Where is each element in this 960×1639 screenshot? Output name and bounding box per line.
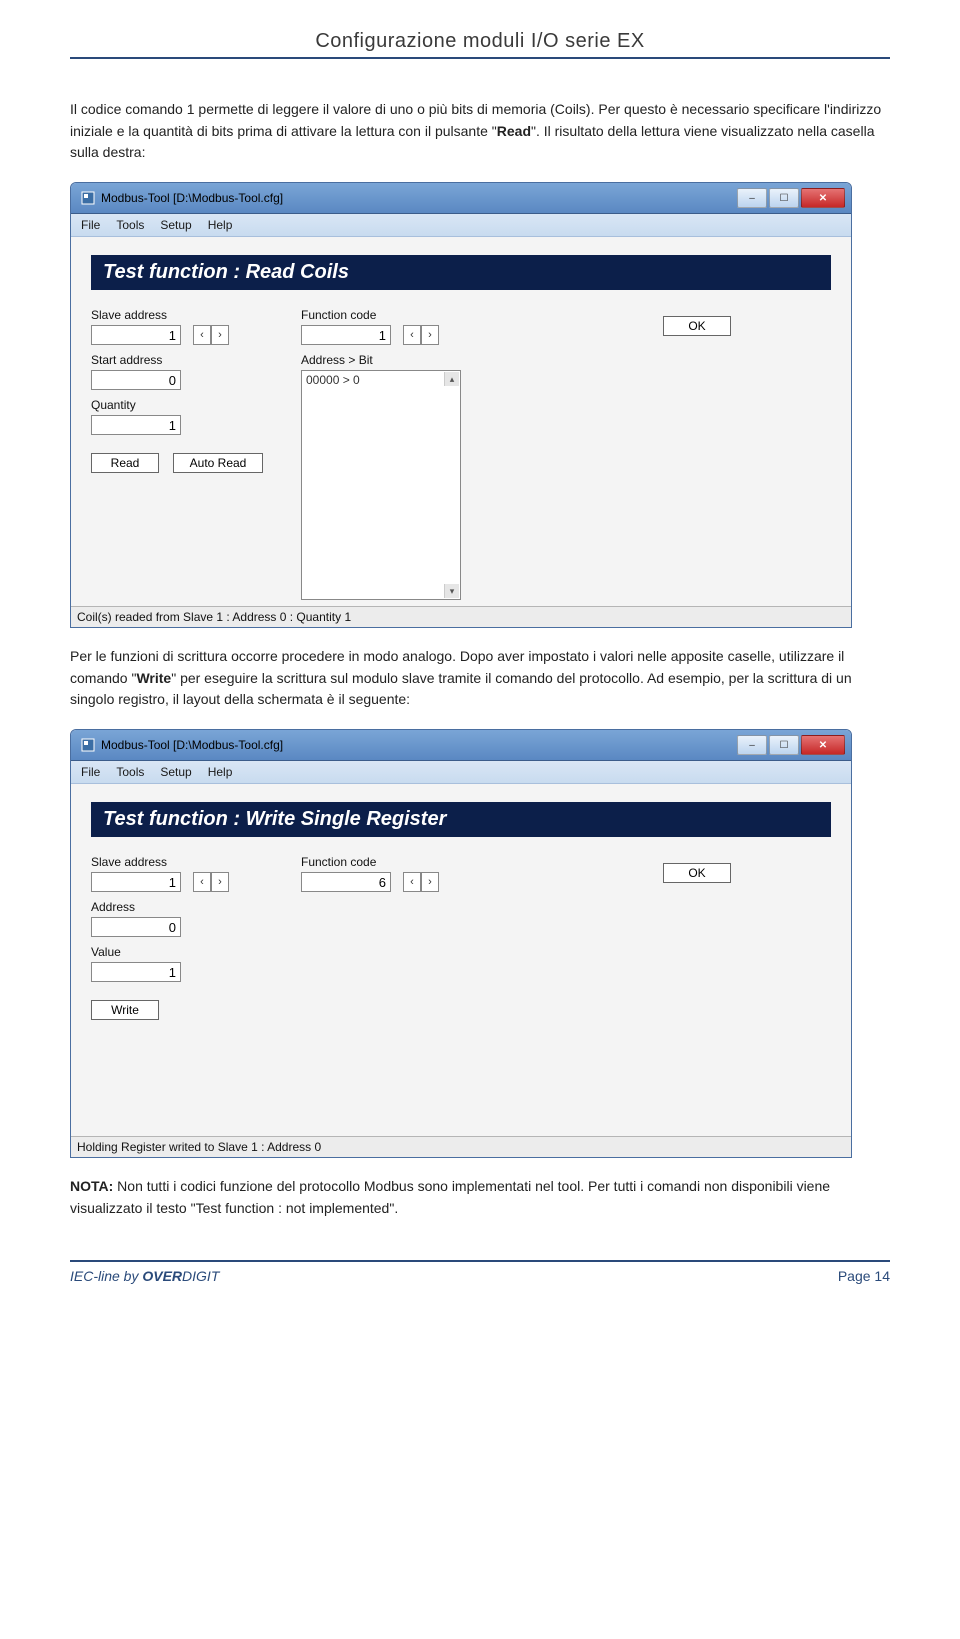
label-function-code: Function code — [301, 855, 521, 869]
read-button[interactable]: Read — [91, 453, 159, 473]
listbox-scroll-up[interactable]: ▴ — [444, 372, 459, 386]
note-paragraph: NOTA: Non tutti i codici funzione del pr… — [70, 1176, 890, 1219]
panel-title: Test function : Write Single Register — [91, 802, 831, 837]
footer-brand: IEC-line by OVERDIGIT — [70, 1268, 219, 1284]
quantity-input[interactable] — [91, 415, 181, 435]
start-address-input[interactable] — [91, 370, 181, 390]
footer-page-number: Page 14 — [838, 1268, 890, 1284]
label-quantity: Quantity — [91, 398, 271, 412]
footer-left-b: OVER — [142, 1268, 182, 1284]
label-address: Address — [91, 900, 271, 914]
titlebar: Modbus-Tool [D:\Modbus-Tool.cfg] – ☐ ✕ — [71, 183, 851, 214]
panel-title: Test function : Read Coils — [91, 255, 831, 290]
slave-addr-inc[interactable]: › — [211, 872, 229, 892]
page-footer: IEC-line by OVERDIGIT Page 14 — [70, 1260, 890, 1284]
func-code-dec[interactable]: ‹ — [403, 325, 421, 345]
paragraph-1: Il codice comando 1 permette di leggere … — [70, 99, 890, 164]
para2-end: " per eseguire la scrittura sul modulo s… — [70, 670, 852, 708]
func-code-inc[interactable]: › — [421, 325, 439, 345]
app-icon — [81, 738, 95, 752]
menu-help[interactable]: Help — [208, 218, 233, 232]
ok-button[interactable]: OK — [663, 316, 731, 336]
note-label: NOTA: — [70, 1178, 113, 1194]
address-input[interactable] — [91, 917, 181, 937]
label-slave-address: Slave address — [91, 855, 271, 869]
window-read-coils: Modbus-Tool [D:\Modbus-Tool.cfg] – ☐ ✕ F… — [70, 182, 852, 628]
close-button[interactable]: ✕ — [801, 188, 845, 208]
value-input[interactable] — [91, 962, 181, 982]
address-bit-line: 00000 > 0 — [306, 373, 456, 387]
menu-help[interactable]: Help — [208, 765, 233, 779]
minimize-button[interactable]: – — [737, 735, 767, 755]
write-button[interactable]: Write — [91, 1000, 159, 1020]
paragraph-2: Per le funzioni di scrittura occorre pro… — [70, 646, 890, 711]
menu-setup[interactable]: Setup — [160, 765, 191, 779]
slave-address-input[interactable] — [91, 325, 181, 345]
maximize-button[interactable]: ☐ — [769, 188, 799, 208]
note-text: Non tutti i codici funzione del protocol… — [70, 1178, 830, 1216]
label-slave-address: Slave address — [91, 308, 271, 322]
function-code-input[interactable] — [301, 872, 391, 892]
close-button[interactable]: ✕ — [801, 735, 845, 755]
para1-bold: Read — [497, 123, 531, 139]
footer-left-c: DIGIT — [182, 1268, 219, 1284]
menu-file[interactable]: File — [81, 218, 100, 232]
func-code-inc[interactable]: › — [421, 872, 439, 892]
window-write-single-register: Modbus-Tool [D:\Modbus-Tool.cfg] – ☐ ✕ F… — [70, 729, 852, 1158]
label-start-address: Start address — [91, 353, 271, 367]
menu-tools[interactable]: Tools — [116, 765, 144, 779]
window-title: Modbus-Tool [D:\Modbus-Tool.cfg] — [101, 191, 283, 205]
slave-addr-dec[interactable]: ‹ — [193, 872, 211, 892]
para2-bold: Write — [136, 670, 171, 686]
status-bar: Holding Register writed to Slave 1 : Add… — [71, 1136, 851, 1157]
menu-file[interactable]: File — [81, 765, 100, 779]
titlebar: Modbus-Tool [D:\Modbus-Tool.cfg] – ☐ ✕ — [71, 730, 851, 761]
listbox-scroll-down[interactable]: ▾ — [444, 584, 459, 598]
auto-read-button[interactable]: Auto Read — [173, 453, 263, 473]
menubar: File Tools Setup Help — [71, 761, 851, 784]
address-bit-listbox[interactable]: 00000 > 0 ▴ ▾ — [301, 370, 461, 600]
menu-setup[interactable]: Setup — [160, 218, 191, 232]
menubar: File Tools Setup Help — [71, 214, 851, 237]
slave-address-input[interactable] — [91, 872, 181, 892]
app-icon — [81, 191, 95, 205]
label-address-bit: Address > Bit — [301, 353, 521, 367]
page-title: Configurazione moduli I/O serie EX — [70, 30, 890, 59]
window-title: Modbus-Tool [D:\Modbus-Tool.cfg] — [101, 738, 283, 752]
menu-tools[interactable]: Tools — [116, 218, 144, 232]
maximize-button[interactable]: ☐ — [769, 735, 799, 755]
label-function-code: Function code — [301, 308, 521, 322]
slave-addr-dec[interactable]: ‹ — [193, 325, 211, 345]
footer-left-a: IEC-line by — [70, 1268, 142, 1284]
ok-button[interactable]: OK — [663, 863, 731, 883]
minimize-button[interactable]: – — [737, 188, 767, 208]
label-value: Value — [91, 945, 271, 959]
func-code-dec[interactable]: ‹ — [403, 872, 421, 892]
slave-addr-inc[interactable]: › — [211, 325, 229, 345]
status-bar: Coil(s) readed from Slave 1 : Address 0 … — [71, 606, 851, 627]
function-code-input[interactable] — [301, 325, 391, 345]
